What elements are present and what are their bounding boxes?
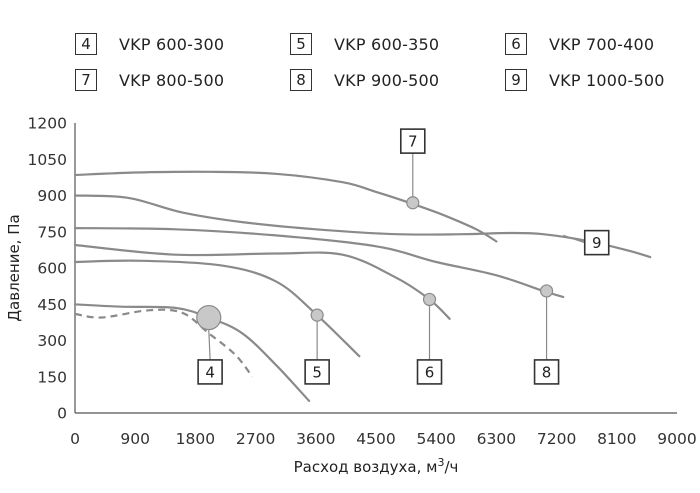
x-tick-label: 5400 [416,430,455,448]
markers [196,196,554,331]
legend-number-box: 7 [75,69,97,91]
tag-4-box [197,359,223,385]
legend-item-6: 6 VKP 700-400 [505,31,654,57]
x-tick-label: 6300 [477,430,516,448]
tag-9-box [583,229,610,256]
curve-7 [73,170,498,243]
legend-label: VKP 700-400 [549,34,655,54]
curve-9 [73,194,652,259]
y-tick-label: 1050 [28,151,67,169]
y-tick-label: 450 [37,296,67,314]
x-tick-label: 900 [120,430,150,448]
tag-6-box [416,359,443,385]
legend-number-box: 5 [290,33,312,55]
x-tick-label: 9000 [657,430,696,448]
tag-4-connector [208,329,211,360]
x-tick-label: 8100 [597,430,636,448]
x-axis-label-superscript: 3 [437,456,444,469]
x-tick-label: 7200 [537,430,576,448]
y-tick-label: 750 [37,223,67,241]
legend-number-box: 8 [290,69,312,91]
legend-item-4: 4 VKP 600-300 [75,31,224,57]
tag-8-label: 8 [542,363,552,381]
tag-7-label: 7 [408,133,418,151]
x-axis-label-unit: /ч [444,458,458,476]
tag-7-box [399,128,426,154]
x-tick-label: 1800 [176,430,215,448]
x-tick-label: 2700 [236,430,275,448]
axes [74,123,677,414]
y-tick-label: 150 [37,368,67,386]
operating-point-7 [406,196,420,210]
x-tick-label: 4500 [356,430,395,448]
y-tick-label: 900 [37,187,67,205]
x-axis-label-text: Расход воздуха, м [294,458,438,476]
x-tick-label: 3600 [296,430,335,448]
legend-number-box: 6 [505,33,527,55]
tag-4-label: 4 [205,363,215,381]
legend-number-box: 4 [75,33,97,55]
legend-label: VKP 600-300 [119,34,225,54]
legend-item-9: 9 VKP 1000-500 [505,67,665,93]
operating-point-5 [310,308,324,322]
legend-label: VKP 800-500 [119,70,225,90]
x-axis-label: Расход воздуха, м3/ч [294,456,459,476]
legend-number-box: 9 [505,69,527,91]
tag-5-box [304,359,330,385]
legend-item-8: 8 VKP 900-500 [290,67,439,93]
legend-label: VKP 1000-500 [549,70,665,90]
y-tick-label: 300 [37,332,67,350]
curve-8 [73,227,565,299]
tag-8-box [533,359,560,385]
curve-4-dashed [74,308,254,378]
legend-item-5: 5 VKP 600-350 [290,31,439,57]
y-tick-label: 600 [37,260,67,278]
x-tick-label: 0 [70,430,80,448]
tag-6-label: 6 [425,363,435,381]
operating-point-6 [422,292,437,307]
tag-9-label: 9 [592,234,602,252]
y-tick-label: 0 [57,405,67,423]
operating-point-8 [539,284,554,298]
operating-point-4 [196,304,222,331]
curves [73,170,652,402]
y-axis-label: Давление, Па [5,214,23,321]
tags: 4 5 6 7 8 9 [197,128,610,385]
legend-item-7: 7 VKP 800-500 [75,67,224,93]
tick-labels: 0 900 1800 2700 3600 4500 5400 6300 7200 8100 9000… [28,115,697,449]
legend: 4 VKP 600-300 5 VKP 600-350 6 VKP 700-400 7 VKP… [0,0,700,110]
y-tick-label: 1200 [28,115,67,133]
tag-5-label: 5 [312,363,322,381]
legend-label: VKP 600-350 [334,34,440,54]
legend-label: VKP 900-500 [334,70,440,90]
tag-9-connector [563,234,585,244]
